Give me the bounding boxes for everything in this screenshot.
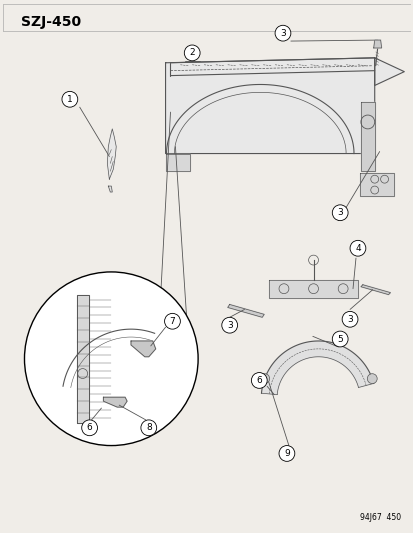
Polygon shape (261, 341, 373, 394)
Circle shape (221, 317, 237, 333)
Polygon shape (165, 154, 190, 171)
Text: 3: 3 (226, 321, 232, 330)
Circle shape (366, 374, 376, 384)
Polygon shape (76, 295, 88, 423)
Text: 5: 5 (337, 335, 342, 343)
Text: 3: 3 (347, 315, 352, 324)
Polygon shape (165, 58, 374, 154)
Polygon shape (360, 102, 374, 171)
Circle shape (62, 91, 78, 107)
Circle shape (332, 331, 347, 347)
Circle shape (164, 313, 180, 329)
Circle shape (140, 420, 156, 435)
Text: 6: 6 (86, 423, 92, 432)
Polygon shape (359, 173, 394, 196)
Circle shape (349, 240, 365, 256)
Text: 9: 9 (283, 449, 289, 458)
Polygon shape (107, 129, 116, 179)
Text: 3: 3 (337, 208, 342, 217)
Text: 1: 1 (67, 95, 73, 104)
Polygon shape (374, 58, 404, 85)
Text: 8: 8 (145, 423, 151, 432)
Text: 2: 2 (189, 49, 195, 58)
Polygon shape (268, 280, 357, 297)
Circle shape (332, 205, 347, 221)
Circle shape (184, 45, 199, 61)
Circle shape (259, 374, 269, 384)
Polygon shape (373, 40, 381, 48)
Circle shape (274, 25, 290, 41)
Text: 4: 4 (354, 244, 360, 253)
Circle shape (341, 311, 357, 327)
Text: 94J67  450: 94J67 450 (359, 513, 400, 521)
Polygon shape (227, 304, 263, 317)
Circle shape (251, 373, 266, 389)
Polygon shape (108, 186, 112, 192)
Text: SZJ-450: SZJ-450 (21, 15, 81, 29)
Text: 3: 3 (280, 29, 285, 38)
Circle shape (278, 446, 294, 462)
Text: 6: 6 (256, 376, 261, 385)
Text: 7: 7 (169, 317, 175, 326)
Circle shape (81, 420, 97, 435)
Polygon shape (103, 397, 127, 407)
Polygon shape (131, 341, 155, 357)
Polygon shape (360, 285, 389, 295)
Circle shape (24, 272, 198, 446)
